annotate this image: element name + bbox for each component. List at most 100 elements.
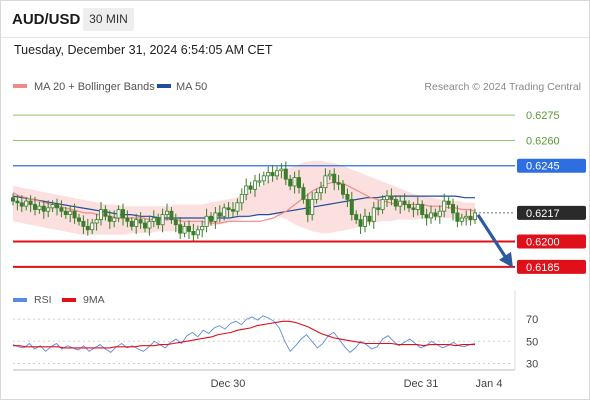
candle-body [327,173,332,177]
candle-body [142,222,147,229]
pivot-label: 0.6245 [526,161,560,173]
candle-body [99,209,104,221]
forecast-arrow-head [499,251,513,268]
candle-body [323,175,328,189]
candle-body [81,220,86,227]
rsi-ma-line [13,320,475,349]
candle-body [147,220,152,229]
candle-body [288,178,293,187]
candle-body [354,214,359,221]
candle-body [393,199,398,207]
candle-body [380,199,385,210]
candle-body [235,202,240,212]
candle-body [217,212,222,217]
forecast-arrow-shaft [476,214,508,259]
candle-body [384,195,389,200]
candle-body [28,200,33,205]
rsi-legend-label: RSI [34,294,52,306]
candle-body [63,210,68,215]
candle-body [468,215,473,221]
candle-body [169,210,174,221]
candle-body [121,209,126,219]
ma50-line [12,195,475,219]
rsi-ma-legend-swatch [62,298,76,302]
candle-body [367,215,372,222]
candle-body [15,200,20,204]
candle-body [406,204,411,209]
candle-body [459,217,464,222]
candle-body [305,199,310,215]
candle-body [186,225,191,232]
candle-body [450,204,455,214]
candle-body [85,225,90,231]
candle-body [402,200,407,205]
candle-body [420,204,425,215]
ma20-legend-label: MA 20 + Bollinger Bands [34,81,155,93]
candle-body [208,215,213,222]
pair-title: AUD/USD [12,11,81,28]
candle-body [68,210,73,215]
candle-body [41,205,46,212]
candle-body [411,207,416,210]
x-tick-dec31: Dec 31 [404,378,439,390]
x-tick-jan4: Jan 4 [476,378,503,390]
candle-body [226,207,231,210]
rsi-plot: 70 50 30 [12,314,538,370]
pivot-label-box [517,158,586,173]
bollinger-band [13,160,475,235]
candle-body [151,217,156,222]
candle-body [244,185,249,195]
candle-body [266,172,271,177]
candle-body [222,207,227,217]
candle-body [428,212,433,219]
candle-body [332,173,337,183]
candle-body [274,170,279,177]
price-plot: 0.6275 0.6260 0.6245 0.6217 0.6200 0.6185 [10,110,586,274]
candle-body [138,219,143,224]
candle-body [116,209,121,219]
candle-body [125,217,130,222]
candle-body [446,200,451,205]
candle-body [230,209,235,212]
ma50-legend-swatch [157,84,171,88]
candle-body [398,200,403,207]
current-price-box [517,205,586,220]
ma20-line [12,182,476,224]
candle-body [257,180,262,183]
candle-body [213,212,218,222]
rsi-tick-label: 50 [526,336,538,348]
candle-body [195,229,200,236]
rsi-ma-legend-label: 9MA [83,294,105,306]
current-price-label: 0.6217 [526,208,560,220]
candle-body [314,192,319,200]
candle-body [336,182,341,185]
candle-body [292,177,297,187]
candle-body [46,207,51,212]
header-bar: AUD/USD 30 MIN [1,1,589,37]
candle-body [455,212,460,222]
candle-body [37,205,42,210]
rsi-tick-label: 30 [526,358,538,370]
candle-body [442,200,447,212]
candle-body [19,202,24,207]
candle-body [24,200,29,207]
candle-body [72,210,77,219]
candle-body [191,231,196,236]
candle-body [389,195,394,200]
rsi-tick-label: 70 [526,314,538,326]
candle-body [33,204,38,210]
candle-body [50,204,55,209]
candle-body [349,199,354,215]
timestamp-row: Tuesday, December 31, 2024 6:54:05 AM CE… [1,37,589,68]
rsi-legend-swatch [13,298,27,302]
candle-body [261,175,266,182]
candle-body [94,219,99,224]
candle-body [59,207,64,212]
candle-body [248,185,253,190]
timeframe-badge[interactable]: 30 MIN [83,8,134,31]
candle-body [340,183,345,195]
candle-body [173,219,178,226]
candle-body [270,172,275,177]
